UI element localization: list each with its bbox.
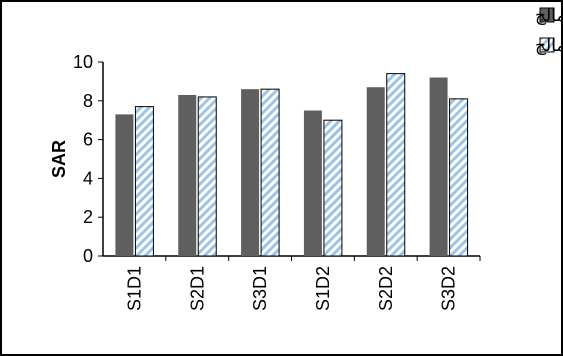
bar-series2 [323,119,343,257]
bar-series2 [386,73,406,257]
bar-series1 [115,114,134,256]
bar-series1 [366,87,385,256]
bar-series2 [197,96,217,257]
legend-swatch [539,7,555,23]
bar-series2 [134,106,154,257]
x-tick-label: S1D1 [124,266,144,311]
bar-series1 [303,110,322,256]
y-tick-label: 2 [83,207,93,227]
x-tick-label: S1D2 [313,266,333,311]
y-axis-label: SAR [49,140,69,178]
y-tick-label: 0 [83,246,93,266]
legend-swatch [539,37,555,53]
y-tick-label: 4 [83,168,93,188]
y-tick-label: 10 [73,52,93,72]
legend-label: بدون مالچ [535,6,563,26]
x-tick-label: S2D1 [187,266,207,311]
bar-series1 [429,77,448,257]
x-tick-label: S3D2 [439,266,459,311]
bar-series2 [260,88,280,257]
bar-series2 [449,98,469,257]
x-tick-label: S3D1 [250,266,270,311]
x-tick-label: S2D2 [376,266,396,311]
legend-label: با مالچ [535,36,563,56]
y-tick-label: 6 [83,130,93,150]
bar-series1 [178,94,197,256]
y-tick-label: 8 [83,91,93,111]
bar-series1 [241,89,260,256]
